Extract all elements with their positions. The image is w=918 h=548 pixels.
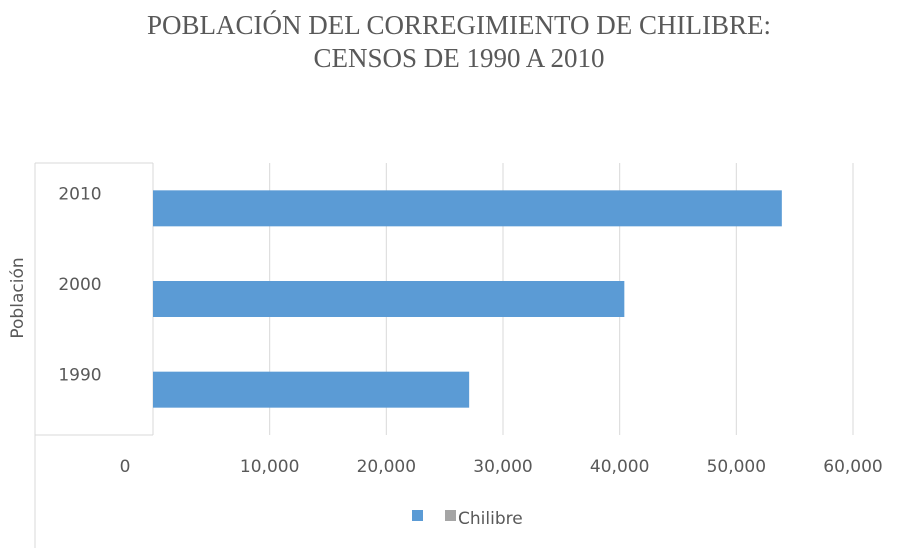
y-tick-label: 2000 xyxy=(58,275,101,295)
y-tick-label: 2010 xyxy=(58,184,101,204)
chart-title: CENSOS DE 1990 A 2010 xyxy=(313,43,604,73)
x-tick-label: 30,000 xyxy=(473,457,532,477)
chart-title: POBLACIÓN DEL CORREGIMIENTO DE CHILIBRE: xyxy=(147,10,771,40)
x-tick-label: 40,000 xyxy=(590,457,649,477)
legend-marker xyxy=(412,510,423,521)
x-tick-label: 10,000 xyxy=(240,457,299,477)
x-tick-label: 0 xyxy=(120,457,131,477)
bar xyxy=(153,281,625,317)
x-tick-label: 60,000 xyxy=(823,457,882,477)
y-axis-label: Población xyxy=(8,257,28,338)
legend-extra-marker xyxy=(445,510,456,521)
x-tick-label: 50,000 xyxy=(707,457,766,477)
legend-label: Chilibre xyxy=(458,509,523,529)
y-tick-label: 1990 xyxy=(58,366,101,386)
bar xyxy=(153,371,470,408)
bar xyxy=(153,190,782,227)
x-tick-label: 20,000 xyxy=(357,457,416,477)
